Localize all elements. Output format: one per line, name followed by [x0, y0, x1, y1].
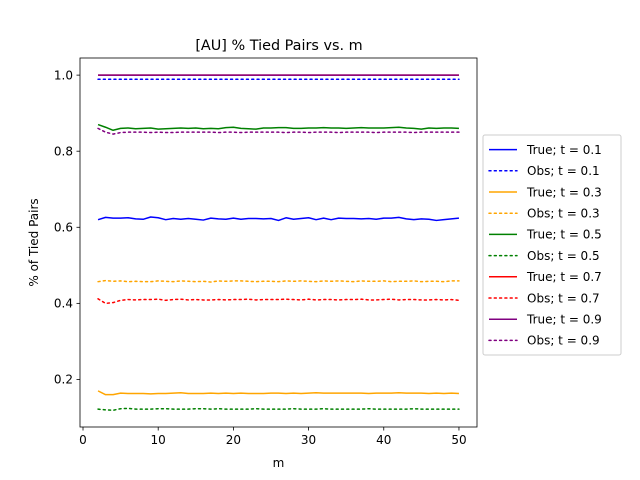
y-tick-label: 0.6 [54, 221, 73, 235]
y-tick-label: 0.8 [54, 145, 73, 159]
x-tick-label: 30 [301, 433, 316, 447]
series-line-6 [97, 407, 460, 412]
y-tick-label: 0.4 [54, 297, 73, 311]
series-line-3 [97, 390, 459, 396]
x-tick-label: 50 [451, 433, 466, 447]
series-line-5 [97, 123, 459, 132]
legend-entry-label: Obs; t = 0.9 [527, 334, 600, 348]
y-axis-label: % of Tied Pairs [27, 198, 41, 286]
legend-entry-label: True; t = 0.3 [526, 185, 602, 199]
y-axis: 0.2 0.4 0.6 0.8 1.0 [54, 68, 80, 387]
x-axis: 0 10 20 30 40 50 [79, 427, 467, 447]
series-line-1 [97, 216, 460, 222]
chart-title: [AU] % Tied Pairs vs. m [195, 38, 362, 54]
x-axis-label: m [273, 456, 285, 470]
series-line-8 [97, 298, 460, 305]
legend-entry-label: True; t = 0.7 [526, 270, 602, 284]
y-tick-label: 0.2 [54, 373, 73, 387]
x-tick-label: 40 [376, 433, 391, 447]
legend-box [482, 134, 622, 356]
legend: True; t = 0.1 Obs; t = 0.1 True; t = 0.3 Ob… [482, 134, 622, 356]
legend-entry-label: True; t = 0.9 [526, 313, 602, 327]
plot-frame [79, 57, 478, 428]
legend-entry-label: Obs; t = 0.1 [527, 164, 600, 178]
legend-entry-label: Obs; t = 0.3 [527, 207, 600, 221]
legend-entry-label: True; t = 0.5 [526, 228, 602, 242]
x-tick-label: 10 [151, 433, 166, 447]
x-tick-label: 0 [79, 433, 87, 447]
legend-entry-label: True; t = 0.1 [526, 143, 602, 157]
y-tick-label: 1.0 [54, 68, 73, 82]
series-line-4 [97, 279, 460, 283]
x-tick-label: 20 [226, 433, 241, 447]
legend-entry-label: Obs; t = 0.5 [527, 249, 600, 263]
plot-area [97, 74, 460, 412]
legend-entry-label: Obs; t = 0.7 [527, 291, 600, 305]
series-line-10 [97, 127, 460, 135]
